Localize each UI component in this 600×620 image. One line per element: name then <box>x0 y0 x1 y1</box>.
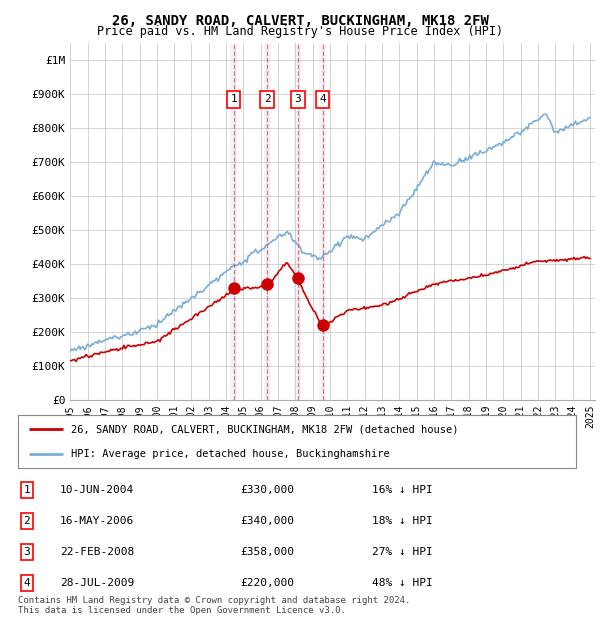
Text: 3: 3 <box>23 547 31 557</box>
Text: 26, SANDY ROAD, CALVERT, BUCKINGHAM, MK18 2FW (detached house): 26, SANDY ROAD, CALVERT, BUCKINGHAM, MK1… <box>71 424 458 434</box>
Text: 28-JUL-2009: 28-JUL-2009 <box>60 578 134 588</box>
Text: 4: 4 <box>23 578 31 588</box>
Text: 22-FEB-2008: 22-FEB-2008 <box>60 547 134 557</box>
Text: 1: 1 <box>230 94 237 104</box>
Text: £340,000: £340,000 <box>240 516 294 526</box>
Text: 3: 3 <box>295 94 301 104</box>
Text: 2: 2 <box>264 94 271 104</box>
Text: £330,000: £330,000 <box>240 485 294 495</box>
Text: 18% ↓ HPI: 18% ↓ HPI <box>372 516 433 526</box>
Bar <box>230 43 237 400</box>
Text: 16% ↓ HPI: 16% ↓ HPI <box>372 485 433 495</box>
Text: 1: 1 <box>23 485 31 495</box>
Bar <box>295 43 301 400</box>
Bar <box>319 43 326 400</box>
Text: Price paid vs. HM Land Registry's House Price Index (HPI): Price paid vs. HM Land Registry's House … <box>97 25 503 38</box>
Text: 27% ↓ HPI: 27% ↓ HPI <box>372 547 433 557</box>
Text: £358,000: £358,000 <box>240 547 294 557</box>
Text: HPI: Average price, detached house, Buckinghamshire: HPI: Average price, detached house, Buck… <box>71 449 390 459</box>
Text: 2: 2 <box>23 516 31 526</box>
Text: 10-JUN-2004: 10-JUN-2004 <box>60 485 134 495</box>
Text: Contains HM Land Registry data © Crown copyright and database right 2024.
This d: Contains HM Land Registry data © Crown c… <box>18 596 410 615</box>
Text: 4: 4 <box>319 94 326 104</box>
Bar <box>264 43 271 400</box>
Text: 16-MAY-2006: 16-MAY-2006 <box>60 516 134 526</box>
Text: 26, SANDY ROAD, CALVERT, BUCKINGHAM, MK18 2FW: 26, SANDY ROAD, CALVERT, BUCKINGHAM, MK1… <box>112 14 488 28</box>
Text: £220,000: £220,000 <box>240 578 294 588</box>
Text: 48% ↓ HPI: 48% ↓ HPI <box>372 578 433 588</box>
